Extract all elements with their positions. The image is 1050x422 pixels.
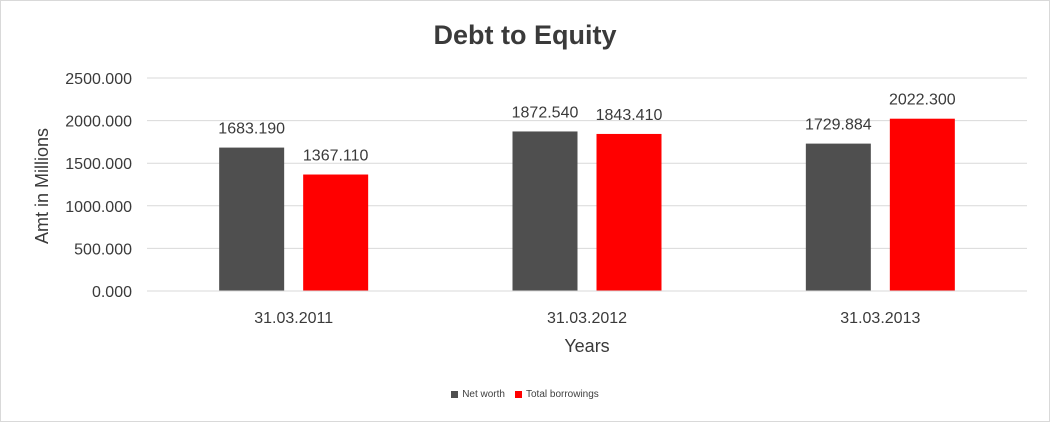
bar — [889, 118, 955, 291]
y-tick-label: 2000.000 — [65, 114, 132, 131]
bar — [596, 133, 662, 291]
legend: Net worth Total borrowings — [0, 389, 1050, 400]
bar — [512, 131, 578, 291]
data-label: 1872.540 — [512, 104, 579, 121]
data-label: 1367.110 — [303, 148, 369, 165]
legend-swatch-total-borrowings — [514, 391, 522, 398]
y-axis-title: Amt in Millions — [32, 128, 52, 244]
x-tick-label: 31.03.2012 — [547, 310, 627, 327]
y-tick-label: 2500.000 — [65, 71, 132, 88]
bar — [303, 174, 369, 291]
legend-item-total-borrowings: Total borrowings — [514, 389, 599, 400]
legend-swatch-net-worth — [451, 391, 459, 398]
y-tick-label: 1500.000 — [65, 156, 132, 173]
bar — [805, 143, 871, 291]
chart-title: Debt to Equity — [433, 20, 617, 50]
x-axis-title: Years — [564, 336, 609, 356]
bar — [219, 147, 285, 291]
x-tick-label: 31.03.2013 — [840, 310, 920, 327]
data-label: 2022.300 — [889, 92, 956, 109]
y-tick-label: 1000.000 — [65, 199, 132, 216]
data-label: 1683.190 — [218, 121, 285, 138]
legend-label-total-borrowings: Total borrowings — [525, 389, 599, 400]
legend-label-net-worth: Net worth — [462, 389, 505, 400]
y-tick-label: 0.000 — [92, 284, 132, 301]
y-tick-label: 500.000 — [74, 241, 132, 258]
legend-item-net-worth: Net worth — [451, 389, 505, 400]
x-tick-label: 31.03.2011 — [254, 310, 333, 327]
data-label: 1843.410 — [596, 107, 663, 124]
data-label: 1729.884 — [805, 117, 872, 134]
